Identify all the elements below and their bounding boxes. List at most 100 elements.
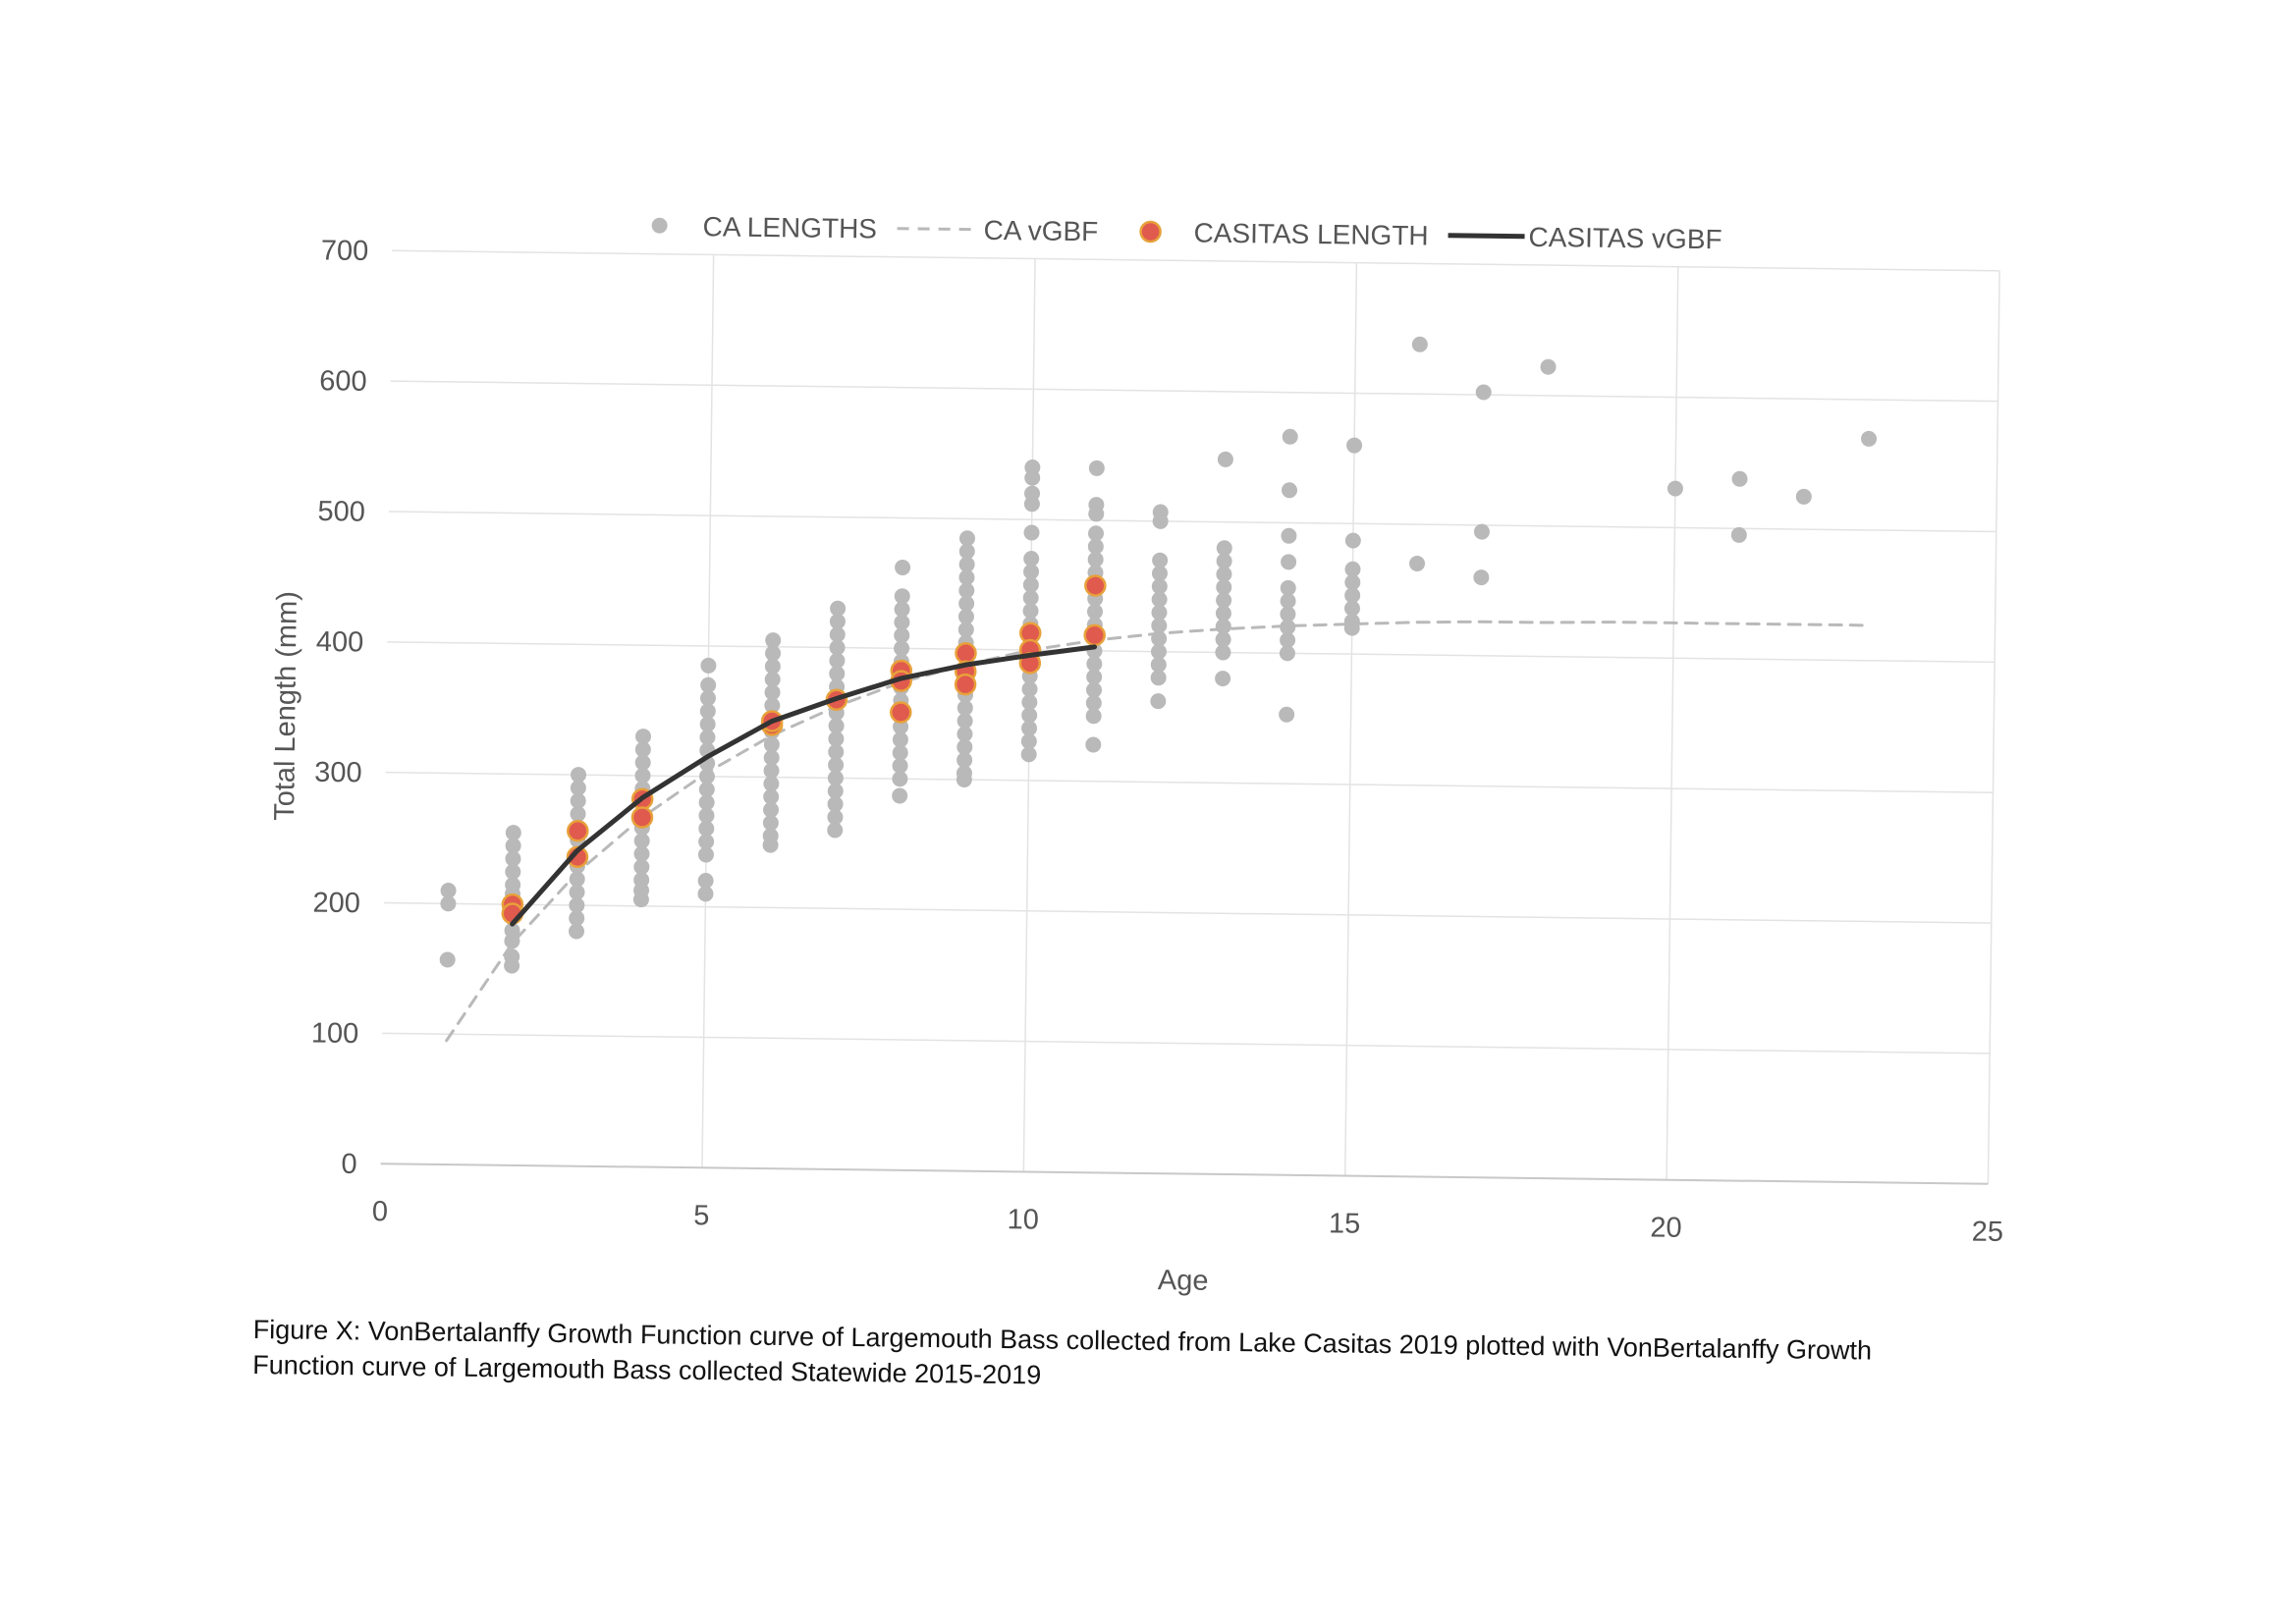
data-point [1084,574,1107,597]
data-point [699,716,716,732]
data-point [1282,482,1298,499]
data-point [1473,523,1490,540]
data-point [632,892,649,908]
data-point [764,658,781,675]
data-point [633,858,650,875]
y-tick-labels: 0 100 200 300 400 500 600 700 [311,235,369,1180]
data-point [894,640,910,657]
data-point [1020,733,1037,750]
data-point [1151,565,1168,581]
legend: CA LENGTHS CA vGBF CASITAS LENGTH CASITAS v… [651,211,1722,254]
y-axis-title: Total Length (mm) [269,591,303,821]
data-point [954,673,977,696]
x-tick-labels: 0 5 10 15 20 25 [372,1196,2003,1248]
data-point [763,749,780,766]
data-point [505,825,521,841]
data-point [828,730,845,747]
data-point [571,767,587,784]
data-point [1344,532,1361,549]
data-point [440,895,457,912]
data-point [569,910,585,927]
legend-swatch [1139,220,1162,243]
data-point [958,595,975,612]
data-point [892,757,908,774]
data-point [1475,384,1492,401]
data-point [1215,631,1231,648]
x-axis-title: Age [1158,1265,1209,1297]
data-point [1088,460,1105,476]
data-point [1216,540,1232,557]
data-point [1151,630,1168,647]
gridline-horizontal [392,249,2000,272]
data-point [1667,480,1683,497]
data-point [829,639,846,656]
gridline-horizontal [385,771,1994,793]
data-point [1083,623,1106,647]
data-point [1343,600,1360,617]
y-tick-label: 400 [316,626,364,659]
data-point [566,845,589,869]
data-point [957,713,973,730]
data-point [1086,656,1103,673]
legend-label: CASITAS vGBF [1528,222,1722,254]
data-point [829,614,846,630]
data-point [1152,552,1169,568]
y-tick-label: 100 [311,1017,359,1050]
data-point [697,846,714,863]
data-point [1344,561,1361,577]
data-point [1150,670,1167,686]
data-point [1085,708,1102,725]
data-point [1215,605,1231,622]
data-point [829,666,846,682]
legend-item-casitas-length: CASITAS LENGTH [1139,218,1429,251]
data-point [1473,569,1490,586]
data-point [1151,604,1168,621]
x-tick-label: 15 [1329,1208,1361,1239]
data-point [1346,437,1363,454]
data-point [440,883,457,899]
data-point [764,684,781,701]
y-tick-label: 500 [317,496,365,528]
data-point [957,622,974,638]
data-point [1409,555,1426,571]
data-point [633,833,650,849]
data-point [567,820,589,842]
data-point [1795,488,1812,505]
data-point [1280,579,1296,596]
data-point [635,729,652,745]
data-point [763,801,780,818]
data-point [763,776,780,792]
data-point [827,822,844,839]
data-point [697,886,714,902]
data-point [1731,470,1748,487]
data-point [698,820,715,837]
data-point [958,556,975,572]
data-point [570,792,586,809]
data-point [1020,746,1037,763]
data-point [765,645,782,662]
data-point [762,837,779,853]
data-point [1215,618,1231,634]
data-point [762,815,779,832]
data-point [700,657,717,674]
series-casitas-length [501,574,1107,925]
data-point [957,738,973,755]
y-tick-label: 0 [341,1149,357,1180]
data-point [1152,513,1169,529]
data-point [892,787,908,804]
data-point [569,896,585,913]
data-point [958,569,975,586]
data-point [1216,579,1232,596]
data-point [505,850,521,867]
data-point [700,676,717,693]
data-point [1280,606,1296,622]
data-point [828,718,845,734]
data-point [634,754,651,771]
data-point [1344,574,1361,591]
x-tick-label: 25 [1972,1217,2004,1248]
data-point [830,600,847,617]
data-point [827,795,844,812]
data-point [1151,578,1168,595]
data-point [1150,643,1167,660]
data-point [1023,524,1040,541]
